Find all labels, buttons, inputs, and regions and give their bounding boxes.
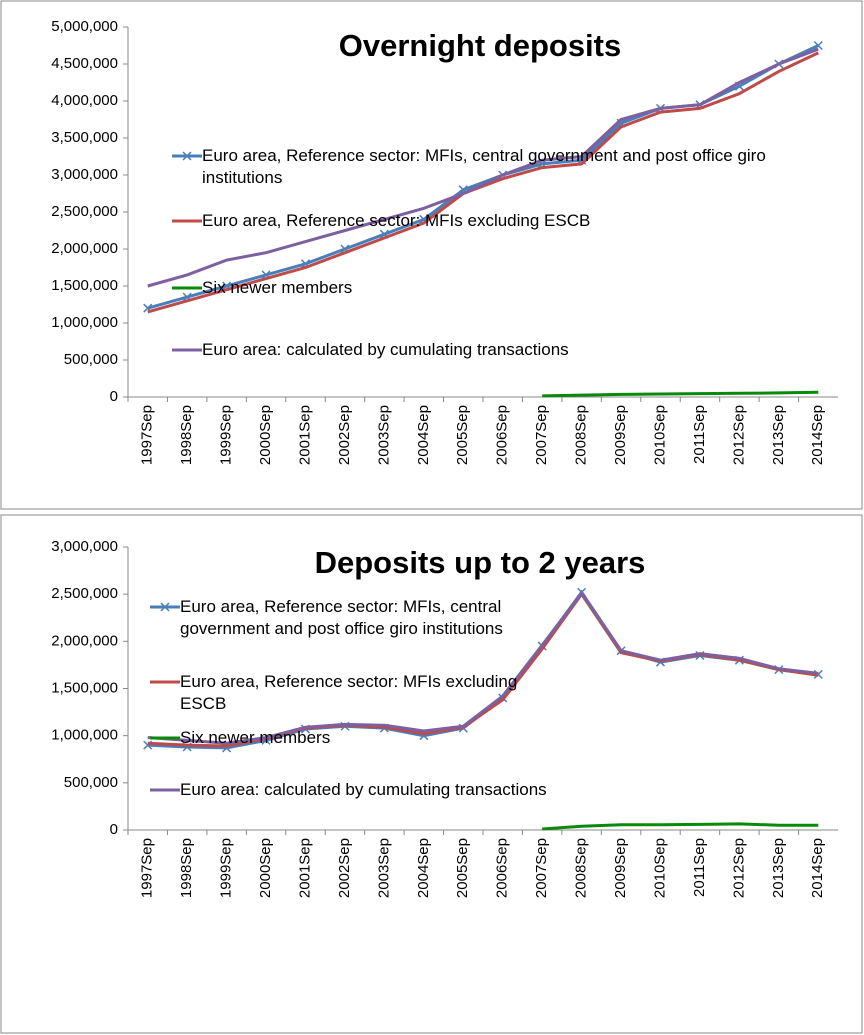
series-line	[147, 590, 819, 745]
legend-swatch	[172, 286, 202, 290]
x-tick-label: 2003Sep	[375, 838, 392, 898]
legend-item: Six newer members	[172, 277, 844, 299]
y-tick-label: 0	[110, 388, 118, 405]
x-tick-label: 1999Sep	[218, 405, 235, 465]
legend-swatch	[150, 680, 180, 684]
series-line	[147, 47, 819, 288]
x-tick-label: 2012Sep	[730, 838, 747, 898]
x-tick-label: 2013Sep	[770, 405, 787, 465]
legend-item: Euro area, Reference sector: MFIs exclud…	[172, 210, 844, 232]
marker	[182, 151, 192, 161]
x-tick-label: 1997Sep	[139, 838, 156, 898]
y-tick-label: 2,000,000	[51, 632, 118, 649]
x-tick-label: 2001Sep	[296, 838, 313, 898]
legend-label: Euro area, Reference sector: MFIs exclud…	[180, 672, 518, 713]
x-tick-label: 2000Sep	[257, 838, 274, 898]
x-tick-label: 1998Sep	[178, 405, 195, 465]
legend-label: Euro area, Reference sector: MFIs, centr…	[180, 597, 503, 638]
x-tick-label: 2004Sep	[415, 405, 432, 465]
legend-swatch	[172, 151, 202, 161]
x-tick-label: 2009Sep	[612, 838, 629, 898]
x-tick-label: 2007Sep	[533, 838, 550, 898]
legend-label: Euro area: calculated by cumulating tran…	[180, 780, 547, 799]
series-line	[147, 51, 819, 314]
x-tick-label: 2013Sep	[770, 838, 787, 898]
legend-label: Euro area: calculated by cumulating tran…	[202, 340, 569, 359]
y-tick-label: 1,500,000	[51, 277, 118, 294]
x-tick-label: 2010Sep	[651, 838, 668, 898]
legend-label: Six newer members	[202, 278, 353, 297]
legend-swatch	[150, 736, 180, 740]
x-tick-label: 2004Sep	[415, 838, 432, 898]
panel-border	[0, 0, 863, 510]
panel-border	[0, 514, 863, 1034]
y-tick-label: 4,500,000	[51, 55, 118, 72]
y-tick-label: 2,000,000	[51, 240, 118, 257]
x-tick-label: 2007Sep	[533, 405, 550, 465]
y-tick-label: 3,500,000	[51, 129, 118, 146]
legend-swatch	[150, 788, 180, 792]
x-tick-label: 2012Sep	[730, 405, 747, 465]
legend-swatch	[172, 219, 202, 223]
legend-item: Euro area: calculated by cumulating tran…	[150, 779, 550, 801]
y-tick-label: 500,000	[64, 351, 118, 368]
chart-title: Overnight deposits	[339, 28, 621, 63]
legend-item: Euro area: calculated by cumulating tran…	[172, 339, 844, 361]
x-tick-label: 2006Sep	[494, 838, 511, 898]
x-tick-label: 2014Sep	[809, 838, 826, 898]
y-tick-label: 2,500,000	[51, 203, 118, 220]
x-tick-label: 2011Sep	[691, 838, 708, 897]
x-tick-label: 2006Sep	[494, 405, 511, 465]
legend-item: Euro area, Reference sector: MFIs, centr…	[172, 145, 844, 189]
x-tick-label: 2000Sep	[257, 405, 274, 465]
x-tick-label: 1999Sep	[218, 838, 235, 898]
legend-item: Euro area, Reference sector: MFIs, centr…	[150, 596, 550, 640]
x-tick-label: 2009Sep	[612, 405, 629, 465]
y-tick-label: 1,500,000	[51, 679, 118, 696]
x-tick-label: 2011Sep	[691, 405, 708, 464]
y-tick-label: 3,000,000	[51, 166, 118, 183]
marker	[813, 40, 823, 51]
legend-label: Six newer members	[180, 728, 331, 747]
y-tick-label: 500,000	[64, 774, 118, 791]
y-tick-label: 0	[110, 821, 118, 838]
y-tick-label: 3,000,000	[51, 538, 118, 555]
legend-label: Euro area, Reference sector: MFIs exclud…	[202, 211, 591, 230]
legend-item: Six newer members	[150, 727, 550, 749]
x-tick-label: 2008Sep	[573, 838, 590, 898]
x-tick-label: 2001Sep	[296, 405, 313, 465]
series-line	[542, 822, 819, 831]
x-tick-label: 2002Sep	[336, 405, 353, 465]
x-tick-label: 1998Sep	[178, 838, 195, 898]
x-tick-label: 2008Sep	[573, 405, 590, 465]
x-tick-label: 2005Sep	[454, 405, 471, 465]
x-tick-label: 2010Sep	[651, 405, 668, 465]
x-tick-label: 1997Sep	[139, 405, 156, 465]
legend-swatch	[172, 348, 202, 352]
y-tick-label: 1,000,000	[51, 314, 118, 331]
y-tick-label: 4,000,000	[51, 92, 118, 109]
y-tick-label: 5,000,000	[51, 18, 118, 35]
legend-label: Euro area, Reference sector: MFIs, centr…	[202, 146, 766, 187]
chart-title: Deposits up to 2 years	[315, 545, 646, 580]
x-tick-label: 2005Sep	[454, 838, 471, 898]
legend-swatch	[150, 602, 180, 612]
x-tick-label: 2002Sep	[336, 838, 353, 898]
legend-item: Euro area, Reference sector: MFIs exclud…	[150, 671, 550, 715]
marker	[160, 602, 170, 612]
x-tick-label: 2014Sep	[809, 405, 826, 465]
x-tick-label: 2003Sep	[375, 405, 392, 465]
y-tick-label: 2,500,000	[51, 585, 118, 602]
series-line	[542, 390, 819, 398]
y-tick-label: 1,000,000	[51, 727, 118, 744]
